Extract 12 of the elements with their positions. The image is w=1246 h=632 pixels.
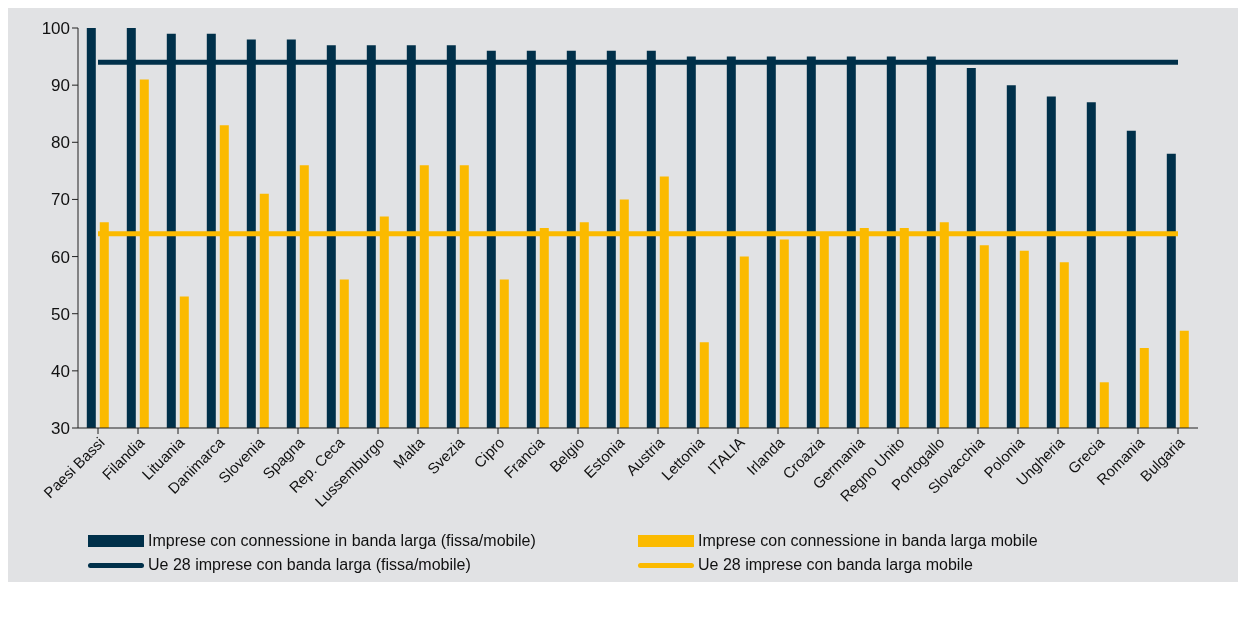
y-tick-label: 70 <box>51 190 70 210</box>
y-tick-label: 50 <box>51 304 70 324</box>
y-tick-label: 90 <box>51 76 70 96</box>
y-tick-label: 30 <box>51 419 70 439</box>
legend-label: Imprese con connessione in banda larga (fissa/mobile) <box>148 532 536 550</box>
y-tick-label: 100 <box>41 19 70 39</box>
y-tick-label: 60 <box>51 247 70 267</box>
legend-label: Ue 28 imprese con banda larga (fissa/mobile) <box>148 556 471 574</box>
y-tick-label: 80 <box>51 133 70 153</box>
legend-label: Imprese con connessione in banda larga mobile <box>698 532 1038 550</box>
legend-label: Ue 28 imprese con banda larga mobile <box>698 556 973 574</box>
y-tick-label: 40 <box>51 361 70 381</box>
